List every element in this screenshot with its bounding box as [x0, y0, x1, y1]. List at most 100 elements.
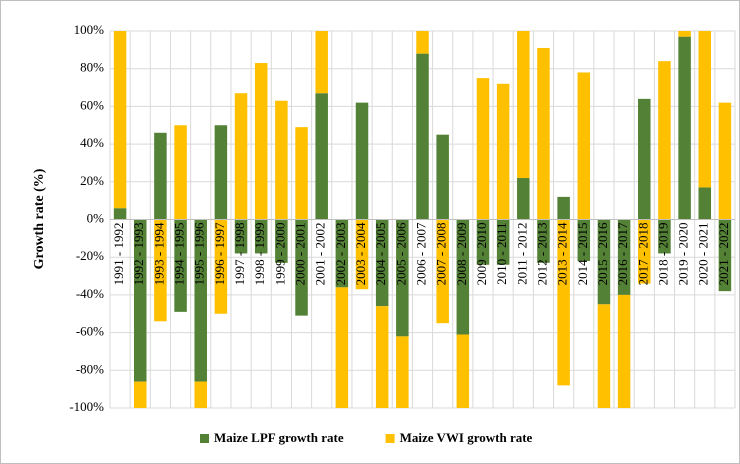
bar-segment: [194, 219, 207, 382]
bar-segment: [698, 187, 712, 220]
x-tick-label: 2000 - 2001: [293, 223, 308, 286]
x-tick-label: 1992 - 1993: [131, 223, 146, 286]
y-tick-label: -80%: [76, 361, 104, 376]
legend-swatch: [385, 434, 395, 443]
labels: 1991 - 1992 1992 - 1993 1993 - 1994 1994 - …: [111, 222, 731, 285]
bar-segment: [295, 127, 308, 220]
bar-segment: [315, 31, 328, 94]
x-tick-label: 1997 - 1998: [232, 223, 247, 286]
x-tick-label: 2006 - 2007: [413, 222, 428, 285]
bar-segment: [718, 102, 732, 220]
bar-segment: [476, 219, 490, 265]
bar-segment: [517, 31, 530, 179]
bar-segment: [517, 178, 530, 220]
bar-segment: [234, 93, 248, 220]
x-tick-label: 2003 - 2004: [353, 222, 368, 285]
legend-label: Maize VWI growth rate: [400, 430, 533, 445]
x-tick-label: 2007 - 2008: [434, 223, 449, 286]
bar-segment: [638, 219, 651, 284]
bar-segment: [597, 304, 611, 408]
bar-segment: [436, 134, 449, 220]
bar-segment: [617, 294, 631, 408]
x-tick-label: 2014 - 2015: [575, 223, 590, 286]
x-tick-label: 2017 - 2018: [635, 223, 650, 286]
x-tick-label: 1991 - 1992: [111, 223, 126, 286]
bar-segment: [254, 63, 268, 220]
x-tick-label: 2015 - 2016: [595, 222, 610, 285]
x-tick-label: 2002 - 2003: [333, 223, 348, 286]
bar-segment: [133, 219, 147, 382]
bar-segment: [315, 93, 328, 220]
y-tick-label: 100%: [74, 22, 105, 37]
bar-segment: [718, 219, 732, 292]
x-tick-label: 2013 - 2014: [555, 222, 570, 285]
bar-segment: [295, 219, 308, 316]
bar-segment: [375, 219, 389, 307]
y-tick-label: 40%: [80, 135, 104, 150]
y-tick-label: 60%: [80, 97, 104, 112]
bar-segment: [436, 219, 449, 324]
bar-segment: [335, 219, 349, 288]
bar-segment: [678, 36, 691, 220]
x-tick-label: 2018 - 2019: [655, 223, 670, 286]
x-tick-label: 1993 - 1994: [151, 222, 166, 285]
bar-segment: [174, 125, 187, 220]
bar-segment: [557, 219, 570, 386]
x-tick-label: 2004 - 2005: [373, 223, 388, 286]
x-tick-label: 2012 - 2013: [534, 223, 549, 286]
bar-segment: [355, 219, 369, 290]
bar-segment: [577, 219, 591, 261]
bar-segment: [154, 132, 167, 220]
bar-segment: [496, 219, 510, 265]
bar-segment: [113, 208, 127, 220]
bar-segment: [214, 219, 228, 314]
bar-segment: [194, 381, 207, 408]
y-tick-label: 20%: [80, 173, 104, 188]
y-tick-label: 0%: [87, 210, 105, 225]
bar-segment: [234, 219, 248, 254]
bar-segment: [496, 83, 510, 220]
bar-segment: [658, 61, 671, 220]
bar-segment: [396, 336, 409, 408]
bar-segment: [698, 31, 712, 188]
x-tick-label: 2021 - 2022: [716, 223, 731, 286]
x-tick-label: 1994 - 1995: [172, 223, 187, 286]
bar-segment: [335, 287, 349, 408]
bar-segment: [375, 306, 389, 408]
bar-segment: [174, 219, 187, 312]
bar-segment: [214, 125, 228, 220]
bar-segment: [355, 102, 369, 220]
x-tick-label: 1998 - 1999: [252, 223, 267, 286]
bar-segment: [416, 53, 429, 220]
y-axis-title: Growth rate (%): [32, 168, 47, 269]
bar-segment: [275, 100, 288, 220]
x-tick-label: 2001 - 2002: [313, 223, 328, 286]
x-tick-label: 2009 - 2010: [474, 223, 489, 286]
bar-segment: [597, 219, 611, 305]
bar-segment: [557, 196, 570, 220]
bar-segment: [678, 31, 691, 37]
bar-segment: [254, 219, 268, 254]
bar-segment: [154, 219, 167, 322]
bar-segment: [476, 78, 490, 220]
bar-segment: [275, 219, 288, 263]
bar-segment: [113, 31, 127, 209]
y-tick-label: -100%: [69, 399, 104, 414]
bar-segment: [416, 31, 429, 54]
y-tick-label: -40%: [76, 286, 104, 301]
x-tick-label: 2011 - 2012: [514, 223, 529, 285]
x-tick-label: 1999 - 2000: [272, 223, 287, 286]
x-tick-label: 1995 - 1996: [192, 222, 207, 285]
y-tick-label: -60%: [76, 324, 104, 339]
x-tick-label: 2019 - 2020: [676, 223, 691, 286]
bar-segment: [456, 334, 470, 408]
x-tick-label: 2010 - 2011: [494, 223, 509, 285]
bar-segment: [456, 219, 470, 335]
legend-swatch: [200, 434, 209, 443]
x-tick-label: 2008 - 2009: [454, 223, 469, 286]
bar-segment: [537, 219, 550, 263]
x-tick-label: 1996 - 1997: [212, 222, 227, 285]
x-tick-label: 2016 - 2017: [615, 222, 630, 285]
